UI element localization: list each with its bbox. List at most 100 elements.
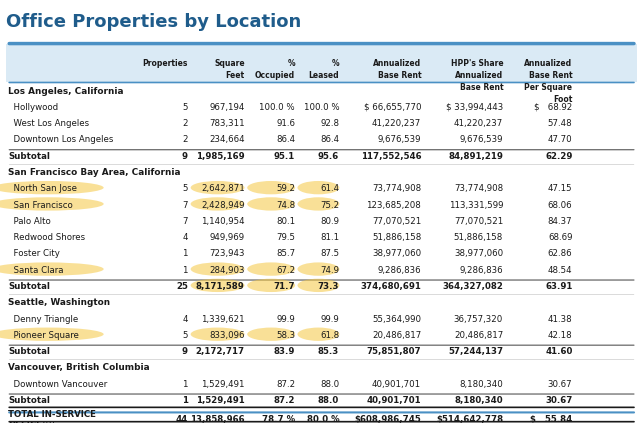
Text: 234,664: 234,664 bbox=[209, 135, 244, 144]
Text: Downtown Los Angeles: Downtown Los Angeles bbox=[8, 135, 114, 144]
Text: 2: 2 bbox=[182, 135, 188, 144]
Text: 73.3: 73.3 bbox=[317, 282, 339, 291]
Text: 967,194: 967,194 bbox=[209, 103, 244, 112]
Text: 87.2: 87.2 bbox=[276, 380, 295, 389]
Text: 9: 9 bbox=[182, 347, 188, 356]
Text: Annualized
Base Rent
Per Square
Foot: Annualized Base Rent Per Square Foot bbox=[524, 59, 573, 104]
Text: 100.0 %: 100.0 % bbox=[303, 103, 339, 112]
Text: 9,676,539: 9,676,539 bbox=[460, 135, 503, 144]
Text: 74.8: 74.8 bbox=[276, 201, 295, 209]
Text: 87.2: 87.2 bbox=[274, 396, 295, 405]
Text: Properties: Properties bbox=[143, 59, 188, 68]
Text: 364,327,082: 364,327,082 bbox=[442, 282, 503, 291]
Text: 80.1: 80.1 bbox=[276, 217, 295, 226]
Text: 5: 5 bbox=[182, 184, 188, 193]
Text: 67.2: 67.2 bbox=[276, 266, 295, 275]
Text: 75,851,807: 75,851,807 bbox=[367, 347, 421, 356]
Text: 7: 7 bbox=[182, 201, 188, 209]
Text: 8,180,340: 8,180,340 bbox=[454, 396, 503, 405]
Text: Denny Triangle: Denny Triangle bbox=[8, 315, 79, 324]
Text: 86.4: 86.4 bbox=[276, 135, 295, 144]
Text: 44: 44 bbox=[176, 415, 188, 423]
Text: 95.1: 95.1 bbox=[274, 152, 295, 161]
Text: 88.0: 88.0 bbox=[318, 396, 339, 405]
Text: 1: 1 bbox=[182, 380, 188, 389]
Text: $ 33,994,443: $ 33,994,443 bbox=[446, 103, 503, 112]
Text: 38,977,060: 38,977,060 bbox=[454, 250, 503, 258]
Text: 99.9: 99.9 bbox=[276, 315, 295, 324]
Text: TOTAL IN-SERVICE
OFFICE¹⁽¹⁾: TOTAL IN-SERVICE OFFICE¹⁽¹⁾ bbox=[8, 409, 96, 423]
Text: 87.5: 87.5 bbox=[320, 250, 339, 258]
Text: 61.4: 61.4 bbox=[320, 184, 339, 193]
Text: 73,774,908: 73,774,908 bbox=[454, 184, 503, 193]
Text: 88.0: 88.0 bbox=[320, 380, 339, 389]
Text: 83.9: 83.9 bbox=[274, 347, 295, 356]
Text: 85.3: 85.3 bbox=[318, 347, 339, 356]
Text: 1,529,491: 1,529,491 bbox=[196, 396, 244, 405]
Text: 123,685,208: 123,685,208 bbox=[367, 201, 421, 209]
Text: 91.6: 91.6 bbox=[276, 119, 295, 128]
Text: 51,886,158: 51,886,158 bbox=[372, 233, 421, 242]
Text: 9,286,836: 9,286,836 bbox=[378, 266, 421, 275]
Text: 57.48: 57.48 bbox=[548, 119, 573, 128]
Text: 58.3: 58.3 bbox=[276, 331, 295, 340]
Text: $   55.84: $ 55.84 bbox=[530, 415, 573, 423]
Text: Annualized
Base Rent: Annualized Base Rent bbox=[373, 59, 421, 80]
Text: 78.7 %: 78.7 % bbox=[262, 415, 295, 423]
Text: 75.2: 75.2 bbox=[320, 201, 339, 209]
Text: 42.18: 42.18 bbox=[548, 331, 573, 340]
Text: Pioneer Square: Pioneer Square bbox=[8, 331, 79, 340]
Text: 74.9: 74.9 bbox=[320, 266, 339, 275]
Text: 41.38: 41.38 bbox=[548, 315, 573, 324]
Text: 20,486,817: 20,486,817 bbox=[454, 331, 503, 340]
Text: 9,286,836: 9,286,836 bbox=[460, 266, 503, 275]
Text: 117,552,546: 117,552,546 bbox=[360, 152, 421, 161]
Text: 41,220,237: 41,220,237 bbox=[454, 119, 503, 128]
Text: San Francisco: San Francisco bbox=[8, 201, 73, 209]
Text: 2,428,949: 2,428,949 bbox=[201, 201, 244, 209]
Text: Square
Feet: Square Feet bbox=[214, 59, 244, 80]
Text: 4: 4 bbox=[182, 233, 188, 242]
Text: 5: 5 bbox=[182, 331, 188, 340]
Text: 2,642,871: 2,642,871 bbox=[201, 184, 244, 193]
Text: 51,886,158: 51,886,158 bbox=[454, 233, 503, 242]
Text: 1: 1 bbox=[182, 396, 188, 405]
Text: 7: 7 bbox=[182, 217, 188, 226]
Text: $   68.92: $ 68.92 bbox=[534, 103, 573, 112]
Text: 374,680,691: 374,680,691 bbox=[360, 282, 421, 291]
Text: 99.9: 99.9 bbox=[321, 315, 339, 324]
Text: 113,331,599: 113,331,599 bbox=[449, 201, 503, 209]
Text: 30.67: 30.67 bbox=[545, 396, 573, 405]
Text: West Los Angeles: West Los Angeles bbox=[8, 119, 90, 128]
Text: 25: 25 bbox=[176, 282, 188, 291]
Text: 81.1: 81.1 bbox=[320, 233, 339, 242]
Text: Los Angeles, California: Los Angeles, California bbox=[8, 87, 124, 96]
Text: 41.60: 41.60 bbox=[545, 347, 573, 356]
Text: 47.70: 47.70 bbox=[548, 135, 573, 144]
Text: North San Jose: North San Jose bbox=[8, 184, 77, 193]
Text: 92.8: 92.8 bbox=[320, 119, 339, 128]
Text: 1,985,169: 1,985,169 bbox=[196, 152, 244, 161]
Text: Office Properties by Location: Office Properties by Location bbox=[6, 13, 301, 31]
Text: $608,986,745: $608,986,745 bbox=[355, 415, 421, 423]
Text: 8,171,589: 8,171,589 bbox=[196, 282, 244, 291]
Text: 86.4: 86.4 bbox=[320, 135, 339, 144]
Text: 85.7: 85.7 bbox=[276, 250, 295, 258]
Text: 73,774,908: 73,774,908 bbox=[372, 184, 421, 193]
Text: 38,977,060: 38,977,060 bbox=[372, 250, 421, 258]
Text: %
Leased: % Leased bbox=[308, 59, 339, 80]
Text: 1,140,954: 1,140,954 bbox=[201, 217, 244, 226]
Text: 1: 1 bbox=[182, 250, 188, 258]
Text: 77,070,521: 77,070,521 bbox=[454, 217, 503, 226]
Text: 783,311: 783,311 bbox=[209, 119, 244, 128]
Text: 84.37: 84.37 bbox=[548, 217, 573, 226]
Text: 40,901,701: 40,901,701 bbox=[367, 396, 421, 405]
Text: Foster City: Foster City bbox=[8, 250, 60, 258]
Text: 79.5: 79.5 bbox=[276, 233, 295, 242]
Text: 949,969: 949,969 bbox=[209, 233, 244, 242]
Text: 71.7: 71.7 bbox=[273, 282, 295, 291]
Text: 40,901,701: 40,901,701 bbox=[372, 380, 421, 389]
Text: 284,903: 284,903 bbox=[209, 266, 244, 275]
Text: $514,642,778: $514,642,778 bbox=[436, 415, 503, 423]
Text: Palo Alto: Palo Alto bbox=[8, 217, 51, 226]
